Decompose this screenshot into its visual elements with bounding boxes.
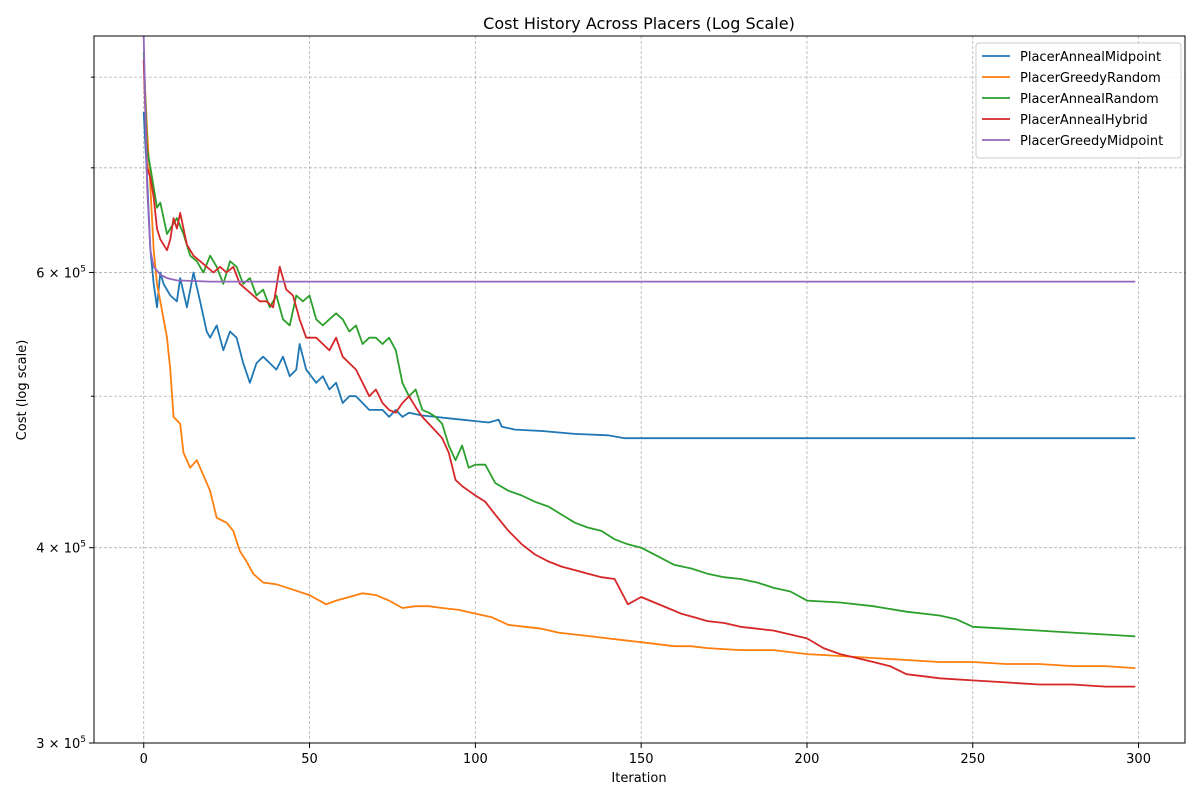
x-tick-label: 250: [960, 752, 985, 767]
legend-box: [975, 42, 1182, 159]
y-tick-label: 6 × 105: [36, 264, 86, 281]
legend: PlacerAnnealMidpoint PlacerGreedyRandom Pl…: [975, 42, 1182, 159]
series-lines: [142, 35, 1136, 688]
y-tick-label: 3 × 105: [36, 735, 86, 752]
x-axis: 0 50 100 150 200 250 300: [140, 743, 1151, 767]
plot-frame: [93, 35, 1186, 744]
legend-label: PlacerGreedyRandom: [1020, 71, 1161, 86]
series-line-PlacerAnnealHybrid: [142, 60, 1136, 688]
x-tick-label: 300: [1126, 752, 1151, 767]
legend-label: PlacerGreedyMidpoint: [1020, 134, 1163, 149]
y-axis: 3 × 105 4 × 105 6 × 105: [36, 76, 94, 752]
legend-label: PlacerAnnealMidpoint: [1020, 50, 1161, 65]
x-tick-label: 200: [795, 752, 820, 767]
x-tick-label: 150: [629, 752, 654, 767]
series-line-PlacerGreedyMidpoint: [142, 35, 1136, 283]
legend-label: PlacerAnnealRandom: [1020, 92, 1159, 107]
y-tick-label: 4 × 105: [36, 540, 86, 557]
legend-label: PlacerAnnealHybrid: [1020, 113, 1148, 128]
x-tick-label: 50: [301, 752, 318, 767]
series-line-PlacerAnnealRandom: [142, 52, 1136, 638]
y-axis-title: Cost (log scale): [15, 340, 30, 441]
x-tick-label: 100: [463, 752, 488, 767]
x-axis-title: Iteration: [611, 771, 666, 786]
x-tick-label: 0: [140, 752, 148, 767]
chart-title: Cost History Across Placers (Log Scale): [483, 14, 795, 33]
series-line-PlacerGreedyRandom: [142, 60, 1136, 669]
series-line-PlacerAnnealMidpoint: [142, 111, 1136, 440]
